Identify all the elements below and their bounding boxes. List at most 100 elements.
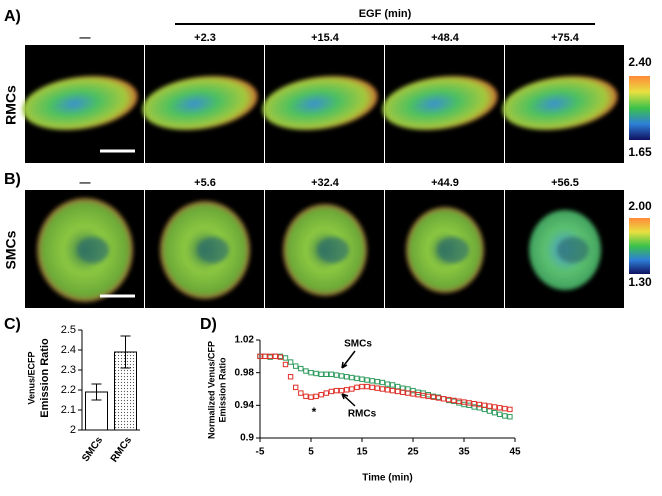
row-label: SMCs	[3, 230, 19, 269]
data-point	[338, 387, 345, 394]
data-point	[507, 414, 513, 420]
data-point	[374, 378, 381, 385]
x-tick-label: 25	[407, 447, 419, 458]
y-tick-label: 2.2	[61, 384, 76, 396]
data-point	[282, 355, 289, 361]
data-point	[379, 386, 386, 392]
data-point	[303, 368, 309, 374]
data-point	[476, 401, 483, 408]
data-point	[272, 353, 279, 360]
data-point	[344, 387, 350, 393]
series-label: SMCs	[344, 339, 372, 350]
data-point	[287, 374, 294, 380]
data-point	[369, 384, 375, 391]
data-point	[308, 394, 314, 400]
colorbar-min: 1.65	[628, 145, 652, 159]
data-point	[481, 402, 488, 409]
x-tick-label: 45	[509, 447, 521, 458]
data-point	[298, 390, 304, 396]
data-point	[425, 393, 432, 400]
y-axis-label: Emission Ratio	[39, 338, 51, 418]
data-point	[410, 391, 416, 397]
y-tick-label: 2	[70, 424, 76, 436]
time-label: +75.4	[551, 32, 580, 44]
panel-label: D)	[200, 316, 217, 333]
data-point	[323, 390, 330, 396]
data-point	[364, 377, 370, 383]
data-point	[389, 387, 396, 394]
series-label: RMCs	[348, 409, 377, 420]
data-point	[338, 373, 345, 379]
data-point	[502, 405, 508, 412]
x-tick-label: -5	[256, 447, 265, 458]
data-point	[313, 370, 319, 377]
data-point	[262, 353, 268, 360]
colorbar	[629, 76, 650, 140]
data-point	[451, 397, 457, 404]
error-bar	[120, 335, 131, 369]
y-tick-label: 1.02	[235, 335, 255, 346]
data-point	[384, 387, 391, 393]
y-axis-label: Venus/ECFP	[26, 351, 36, 404]
data-point	[395, 383, 401, 390]
data-point	[344, 374, 350, 380]
time-label: +5.6	[194, 177, 216, 189]
data-point	[400, 389, 406, 395]
colorbar-min: 1.30	[628, 275, 652, 289]
data-point	[318, 371, 324, 378]
egf-header: EGF (min)	[359, 8, 412, 20]
data-point	[287, 359, 294, 365]
y-tick-label: 2.5	[61, 324, 76, 336]
error-bar	[91, 383, 102, 401]
time-label: —	[80, 177, 91, 189]
data-point	[440, 396, 447, 402]
arrow	[341, 350, 356, 369]
panel-label: B)	[4, 171, 21, 188]
cell	[382, 76, 498, 130]
data-point	[497, 411, 503, 418]
x-tick-label: 35	[458, 447, 470, 458]
data-point	[471, 404, 477, 410]
cell	[262, 76, 378, 130]
data-point	[491, 404, 498, 410]
data-point	[272, 353, 279, 360]
data-point	[298, 365, 304, 372]
data-point	[379, 379, 386, 386]
data-point	[328, 371, 335, 378]
arrow	[341, 393, 356, 407]
y-tick-label: 2.3	[61, 364, 76, 376]
data-point	[323, 371, 330, 378]
data-point	[303, 393, 309, 400]
x-axis-label: Time (min)	[362, 473, 412, 484]
data-point	[354, 375, 360, 382]
data-point	[420, 392, 426, 399]
data-point	[502, 413, 508, 419]
time-label: +2.3	[194, 32, 216, 44]
nucleus	[557, 237, 589, 263]
data-point	[476, 405, 483, 411]
data-point	[349, 386, 355, 392]
data-point	[471, 401, 477, 407]
time-label: +56.5	[551, 177, 579, 189]
data-point	[364, 383, 370, 390]
data-point	[328, 388, 335, 395]
data-point	[410, 387, 416, 394]
data-point	[405, 390, 411, 396]
data-point	[308, 369, 314, 376]
data-point	[262, 353, 268, 360]
y-tick-label: 0.9	[240, 433, 254, 444]
x-tick-label: 5	[308, 447, 314, 458]
x-tick-label: 15	[356, 447, 368, 458]
data-point	[389, 382, 396, 388]
data-point	[430, 394, 437, 400]
data-point	[456, 400, 462, 406]
cell	[22, 76, 138, 130]
data-point	[395, 388, 401, 395]
data-point	[359, 376, 365, 382]
data-point	[257, 353, 263, 360]
y-tick-label: 2.4	[61, 344, 76, 356]
row-label: RMCs	[3, 85, 19, 125]
data-point	[374, 385, 381, 391]
time-label: +48.4	[431, 32, 460, 44]
